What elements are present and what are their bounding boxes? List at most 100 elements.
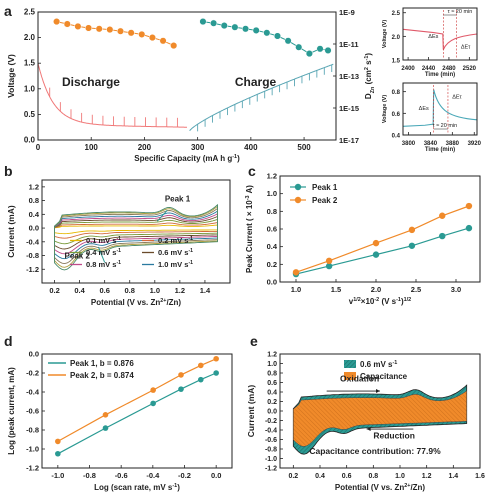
legend-marker [294, 183, 302, 191]
inset-discharge: 2400 2440 2480 2520 1.5 2.0 2.5 τ ≈ 20 min ΔEs ΔE… [382, 7, 478, 78]
panel-e: e 0.2 0.4 0.6 0.8 1.0 1.2 1.4 1.6 -1.2 -1.0 -0.8 -0.… [246, 333, 485, 492]
label-part: 2+ [404, 483, 410, 489]
diffusion-point [199, 18, 207, 26]
y-axis-label: Log (peak current, mA) [7, 367, 16, 455]
x-tick-label: 2480 [442, 66, 456, 72]
fit-line [295, 205, 470, 273]
label-part: -1 [396, 297, 401, 303]
legend-swatch [344, 360, 356, 368]
x-tick-label: 1.2 [422, 473, 432, 480]
label-part: (V s [379, 297, 396, 306]
label-part: Zn [370, 87, 376, 94]
x-tick-label: 2.0 [371, 285, 381, 294]
data-point [325, 257, 333, 264]
x-tick-label: 1.4 [200, 286, 211, 295]
inset-charge: 3800 3840 3880 3920 0.4 0.6 0.8 τ ≈ 20 min ΔEs ΔE… [382, 82, 482, 153]
x-tick-label: 3800 [402, 141, 416, 147]
y-axis-label: Current (mA) [6, 205, 16, 258]
x-tick-label: 1.5 [331, 285, 341, 294]
label-part: Specific Capacity (mA h g [134, 154, 232, 163]
diffusion-point [106, 26, 114, 34]
label-part: (cm [364, 70, 373, 86]
x-tick-label: 100 [85, 143, 99, 152]
x-tick-label: 3840 [424, 141, 438, 147]
y-tick-label: 2.5 [392, 11, 401, 17]
y-tick-label: -0.8 [26, 251, 39, 260]
label-part: -1 [188, 260, 193, 266]
y-tick-label: 0.6 [392, 112, 401, 118]
data-point [408, 226, 416, 234]
legend-label: 0.8 mV s-1 [86, 260, 121, 269]
x-tick-label: 300 [191, 143, 205, 152]
panel-letter: c [248, 163, 256, 179]
diffusion-point [263, 29, 271, 37]
label-part: Current (mA) [246, 385, 256, 438]
label-part: ) [401, 297, 404, 306]
label-part: Current (mA) [6, 205, 16, 258]
data-point [150, 400, 156, 407]
y-tick-label: 0.4 [267, 390, 277, 397]
y-tick-label: -0.6 [26, 407, 39, 416]
peak2-label: Peak 2 [65, 251, 91, 260]
delta-etau-label: ΔEτ [452, 95, 462, 101]
data-point [55, 450, 61, 457]
reduction-label: Reduction [373, 431, 415, 441]
label-part: 0.8 mV s [86, 260, 116, 269]
label-part: 0.6 mV s [360, 360, 393, 369]
y-tick-label: 1.0 [267, 189, 277, 198]
x-tick-label: 1.0 [395, 473, 405, 480]
inset-curve [402, 89, 478, 127]
y-tick-label: 1.0 [24, 84, 36, 93]
tau-label: τ ≈ 20 min [432, 123, 457, 129]
plot-frame [279, 175, 481, 283]
x-tick-label: 0.8 [125, 286, 135, 295]
oxidation-label: Oxidation [340, 374, 379, 384]
contribution-label: Capacitance contribution: 77.9% [309, 446, 441, 456]
y-tick-label: 1.5 [392, 59, 401, 65]
x-tick-label: 0 [36, 143, 41, 152]
x-tick-label: 2440 [422, 66, 436, 72]
y-tick-label: 1.2 [29, 182, 39, 191]
y-tick-label: 1.2 [267, 352, 277, 359]
y2-axis-label: DZn (cm2 s-1) [364, 53, 376, 99]
panel-a: a 0 100 200 300 400 500 0.0 0.5 1.0 1.5 2.0 2.5 1E-9 1… [4, 3, 482, 163]
x-tick-label: -1.0 [51, 471, 64, 480]
y-tick-label: 1.0 [267, 361, 277, 368]
label-part: 1/2 [353, 297, 361, 303]
diffusion-point [170, 42, 178, 50]
label-part: /Zn) [166, 298, 181, 307]
data-point [408, 242, 416, 249]
label-part: -1 [172, 483, 177, 489]
delta-etau-label: ΔEτ [461, 45, 471, 51]
diffusion-point [295, 43, 303, 51]
data-point [213, 370, 219, 376]
y2-tick-label: 1E-9 [339, 8, 355, 17]
label-part: ×10 [361, 297, 375, 306]
x-tick-label: 0.4 [315, 473, 325, 480]
label-part: 2 [364, 67, 370, 70]
data-point [150, 387, 156, 393]
label-part: A) [245, 185, 254, 196]
label-part: /Zn) [410, 483, 425, 492]
label-part: -1 [116, 260, 121, 266]
x-tick-label: 200 [138, 143, 152, 152]
diffusion-point [316, 45, 324, 53]
data-point [198, 376, 204, 383]
diffusion-point [127, 29, 135, 37]
label-part: -3 [245, 195, 251, 200]
y-tick-label: 0.0 [29, 224, 39, 233]
legend-label: 0.6 mV s-1 [158, 248, 193, 257]
label-part: -1 [188, 248, 193, 254]
x-tick-label: 2.5 [411, 285, 421, 294]
label-part: Log (peak current, mA) [7, 367, 16, 455]
data-point [372, 239, 380, 247]
legend-label: 0.6 mV s-1 [360, 360, 397, 369]
label-part: 0.6 mV s [158, 248, 188, 257]
legend-label: 0.4 mV s-1 [86, 248, 121, 257]
x-tick-label: 3.0 [451, 285, 461, 294]
plot-frame [402, 82, 478, 136]
diffusion-point [138, 30, 146, 38]
y-tick-label: 2.0 [392, 35, 401, 41]
data-point [178, 386, 184, 392]
